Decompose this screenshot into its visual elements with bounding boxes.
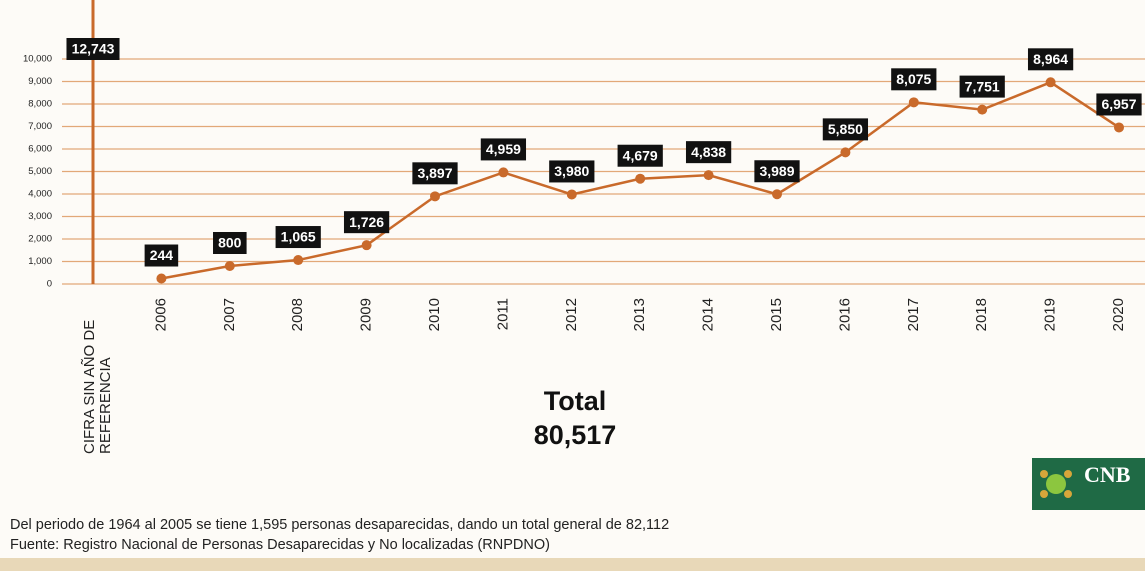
point (840, 147, 850, 157)
x-tick-label: 2013 (631, 298, 648, 331)
data-label: 4,959 (486, 141, 521, 157)
x-tick-label: 2018 (973, 298, 990, 331)
point (567, 189, 577, 199)
logo: CNB (1032, 458, 1145, 510)
y-tick-label: 9,000 (28, 76, 52, 87)
y-tick-label: 8,000 (28, 99, 52, 110)
data-label: 7,751 (965, 78, 1000, 94)
data-label: 5,850 (828, 121, 863, 137)
logo-text: CNB (1084, 462, 1130, 488)
point (1114, 122, 1124, 132)
x-tick-label: 2011 (494, 298, 511, 330)
total-label: Total (470, 386, 680, 417)
y-tick-label: 0 (47, 279, 52, 290)
data-label: 6,957 (1101, 96, 1136, 112)
x-tick-label: 2012 (563, 298, 580, 331)
data-label: 244 (150, 247, 174, 263)
data-label: 3,980 (554, 163, 589, 179)
x-tick-label: 2020 (1110, 298, 1127, 331)
x-tick-label: 2008 (289, 298, 306, 331)
point (362, 240, 372, 250)
point (977, 105, 987, 115)
y-tick-label: 2,000 (28, 234, 52, 245)
data-label: 1,726 (349, 214, 384, 230)
data-label: 800 (218, 235, 242, 251)
y-tick-label: 5,000 (28, 166, 52, 177)
x-tick-label: 2006 (152, 298, 169, 331)
point (909, 97, 919, 107)
footer-source: Fuente: Registro Nacional de Personas De… (10, 537, 550, 553)
x-tick-label: 2016 (836, 298, 853, 331)
point (156, 274, 166, 284)
x-tick-label: 2010 (426, 298, 443, 331)
y-tick-label: 6,000 (28, 144, 52, 155)
footer-note: Del periodo de 1964 al 2005 se tiene 1,5… (10, 517, 669, 533)
point (772, 189, 782, 199)
y-tick-label: 1,000 (28, 256, 52, 267)
y-tick-label: 4,000 (28, 189, 52, 200)
y-tick-label: 10,000 (23, 54, 52, 65)
logo-icon (1032, 458, 1080, 510)
point (225, 261, 235, 271)
x-tick-label: CIFRA SIN AÑO DE REFERENCIA (82, 304, 114, 454)
chart: 0 1,000 2,000 3,000 4,000 5,000 6,000 7,000 8,00… (0, 0, 1145, 571)
data-label: 1,065 (281, 229, 316, 245)
point (1046, 77, 1056, 87)
total-value: 80,517 (470, 420, 680, 451)
data-label: 8,075 (896, 71, 931, 87)
data-label: 3,897 (417, 165, 452, 181)
x-tick-label: 2019 (1042, 298, 1059, 331)
y-tick-label: 7,000 (28, 121, 52, 132)
data-label: 3,989 (759, 163, 794, 179)
point (430, 191, 440, 201)
bottom-strip (0, 558, 1145, 571)
point (635, 174, 645, 184)
x-tick-label: 2014 (700, 298, 717, 331)
x-tick-label: 2009 (358, 298, 375, 331)
data-label: 4,838 (691, 144, 726, 160)
data-label: 8,964 (1033, 51, 1068, 67)
point (704, 170, 714, 180)
data-label: 12,743 (72, 41, 115, 57)
page: 0 1,000 2,000 3,000 4,000 5,000 6,000 7,000 8,00… (0, 0, 1145, 571)
data-label: 4,679 (623, 147, 658, 163)
x-tick-label: 2007 (221, 298, 238, 331)
point (498, 167, 508, 177)
y-tick-label: 3,000 (28, 211, 52, 222)
x-tick-label: 2017 (905, 298, 922, 331)
x-tick-label: 2015 (768, 298, 785, 331)
point (293, 255, 303, 265)
